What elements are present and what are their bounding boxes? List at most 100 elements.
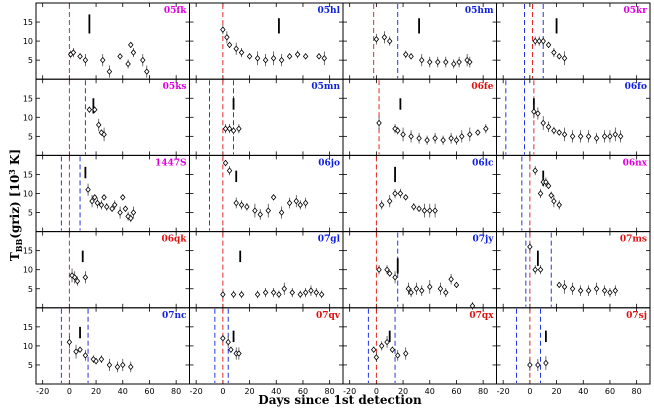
y-tick-label: 5 [28, 56, 33, 65]
data-point [551, 127, 557, 134]
data-point [238, 201, 245, 209]
data-point [222, 125, 229, 132]
data-point [543, 178, 549, 186]
data-point [286, 53, 293, 60]
x-tick-label: -20 [343, 387, 356, 396]
data-point [416, 135, 422, 142]
x-tick-labels: -20 0 20 40 60 80 -20 0 20 40 60 80 -20 0 20 40 60 80 -20 0… [36, 387, 642, 396]
data-point [535, 110, 541, 117]
data-point [236, 125, 242, 132]
panel-07jy: 07jy [342, 231, 497, 310]
data-point [228, 346, 234, 353]
x-tick-label: -20 [497, 387, 510, 396]
data-point [392, 190, 398, 197]
y-tick-label: 5 [28, 209, 33, 218]
x-tick-label: 60 [451, 387, 461, 396]
data-point [408, 289, 414, 296]
data-point [265, 207, 271, 214]
data-point [222, 159, 229, 167]
data-point [101, 131, 107, 138]
data-point [384, 266, 390, 273]
data-point [96, 121, 102, 129]
data-point [220, 291, 226, 298]
data-point [443, 289, 449, 296]
data-point [128, 215, 134, 222]
data-point [527, 361, 533, 369]
data-point [225, 338, 231, 346]
data-point [276, 291, 282, 298]
data-point [543, 359, 549, 367]
data-point [236, 350, 242, 357]
x-tick-label: 40 [578, 387, 588, 396]
panel-label: 06qk [161, 235, 187, 245]
data-point [435, 58, 441, 66]
data-point [421, 207, 428, 214]
panel-label: 07nc [162, 311, 187, 321]
panel-label: 06nx [623, 158, 648, 168]
panel-06fo: 06fo [496, 78, 651, 156]
data-point [140, 56, 146, 64]
panel-05fk: 05fk [35, 2, 190, 80]
data-point [593, 285, 600, 292]
panel-label: 05hm [465, 6, 494, 16]
data-point [74, 277, 81, 285]
data-point [376, 119, 382, 127]
data-point [294, 51, 301, 58]
y-tick-label: 5 [28, 361, 33, 370]
data-point [378, 342, 385, 350]
data-point [381, 34, 388, 41]
data-point [537, 190, 544, 197]
data-point [411, 203, 417, 211]
data-point [400, 131, 406, 138]
data-point [556, 281, 562, 289]
data-point [302, 53, 309, 60]
data-point [532, 167, 538, 174]
data-point [376, 266, 382, 273]
data-point [66, 338, 73, 346]
data-point [540, 119, 546, 127]
data-point [408, 53, 414, 60]
data-point [104, 203, 110, 211]
data-point [419, 56, 425, 64]
data-point [93, 357, 99, 365]
x-tick-label: 20 [91, 387, 101, 396]
data-point [403, 51, 409, 58]
data-point [386, 197, 393, 205]
data-point [77, 53, 83, 60]
panel-05ks: 05ks [35, 78, 190, 156]
data-point [601, 287, 608, 294]
data-point [459, 133, 465, 140]
y-tick-label: 5 [28, 285, 33, 294]
panel-06fe: 06fe [342, 78, 497, 156]
panel-05mn: 05mn [189, 78, 344, 156]
x-tick-label: 40 [271, 387, 281, 396]
y-tick-label: 10 [23, 266, 33, 275]
x-tick-label: 40 [425, 387, 435, 396]
data-point [432, 207, 438, 214]
data-point [551, 197, 557, 205]
data-point [569, 133, 576, 140]
data-point [483, 125, 489, 132]
x-tick-label: 20 [551, 387, 561, 396]
data-point [464, 56, 470, 64]
data-point [617, 133, 624, 140]
data-point [226, 41, 233, 49]
panel-label: 06fe [471, 82, 493, 92]
x-tick-label: -20 [190, 387, 203, 396]
data-point [313, 289, 320, 296]
panel-06nx: 06nx [496, 154, 651, 233]
data-point [475, 129, 481, 136]
data-point [370, 346, 377, 353]
panel-label: 05kr [623, 6, 647, 16]
data-point [577, 287, 584, 294]
data-point [230, 127, 237, 134]
data-point [100, 56, 106, 64]
data-point [535, 361, 541, 369]
data-point [424, 136, 430, 144]
data-point [373, 354, 380, 361]
x-tick-label: 20 [398, 387, 408, 396]
data-point [448, 135, 454, 142]
data-point [86, 106, 93, 113]
data-point [419, 287, 425, 294]
